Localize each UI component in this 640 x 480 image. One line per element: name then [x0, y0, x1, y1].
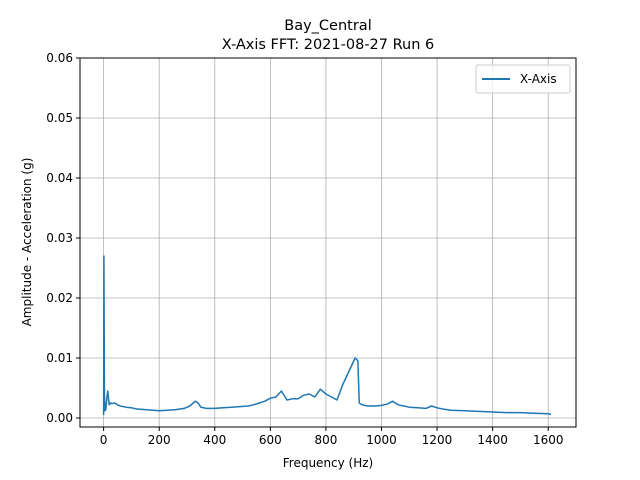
- x-tick-label: 1600: [533, 433, 564, 447]
- legend: X-Axis: [475, 64, 571, 94]
- series-group: [102, 255, 552, 416]
- chart-subtitle: X-Axis FFT: 2021-08-27 Run 6: [222, 37, 435, 53]
- x-tick-label: 600: [259, 433, 282, 447]
- x-axis: 0 200 400 600 800 1000 1200 1400 1600: [100, 427, 564, 447]
- plot-frame: [79, 57, 577, 428]
- y-tick-label: 0.06: [46, 51, 73, 65]
- x-tick-label: 200: [148, 433, 171, 447]
- grid: [80, 57, 576, 427]
- x-axis-label: Frequency (Hz): [283, 456, 374, 470]
- x-tick-label: 0: [100, 433, 108, 447]
- x-tick-label: 1000: [366, 433, 397, 447]
- y-tick-label: 0.02: [46, 291, 73, 305]
- x-tick-label: 1200: [422, 433, 453, 447]
- y-tick-label: 0.01: [46, 351, 73, 365]
- chart-title: Bay_Central: [284, 18, 371, 34]
- x-tick-label: 800: [314, 433, 337, 447]
- x-tick-label: 400: [203, 433, 226, 447]
- y-tick-label: 0.04: [46, 171, 73, 185]
- y-axis: 0.00 0.01 0.02 0.03 0.04 0.05 0.06: [46, 51, 80, 425]
- legend-box: [475, 64, 571, 94]
- y-axis-label: Amplitude - Acceleration (g): [20, 158, 34, 327]
- x-tick-label: 1400: [477, 433, 508, 447]
- y-tick-label: 0.00: [46, 411, 73, 425]
- series-line: [102, 255, 552, 416]
- y-tick-label: 0.03: [46, 231, 73, 245]
- legend-label: X-Axis: [520, 72, 557, 86]
- y-tick-label: 0.05: [46, 111, 73, 125]
